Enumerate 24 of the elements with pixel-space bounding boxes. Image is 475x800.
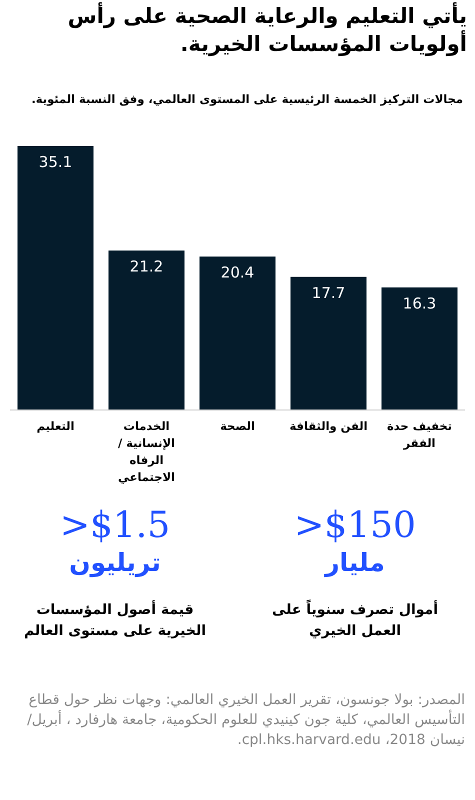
data-label: 16.3 [402,294,436,312]
text: أموال تصرف سنوياً على العمل الخيري [270,600,440,641]
text: >$150 [293,505,417,546]
bar [290,276,366,410]
data-label: 21.2 [130,258,164,276]
bar [18,146,94,410]
data-label: 20.4 [220,264,254,282]
x-tick-label: الفن والثقافة [288,418,369,435]
text: >$1.5 [58,505,172,546]
data-label: 35.1 [38,153,72,171]
bar [382,287,458,410]
text: تريليون [68,548,162,577]
x-tick-label: الخدمات الإنسانية /الرفاه الاجتماعي [116,418,176,486]
chart-title: يأتي التعليم والرعاية الصحية على رأس أولويات المؤسسات الخيرية. [66,2,467,58]
text: قيمة أصول المؤسسات الخيرية على مستوى العالم [22,600,208,641]
text: المصدر: بولا جونسون، تقرير العمل الخيري العالمي: وجهات نظر حول قطاع التأسيس العالمي، كلية جون كينيدي للعلوم الحكومية، جامعة هارفارد ، أبريل/نيسان 2018، cpl.hks.harvard.edu. [26,691,465,750]
x-tick-label: تخفيف حدة الفقر [386,418,453,452]
bar [200,256,276,410]
bar [108,250,184,410]
x-tick-label: التعليم [36,418,76,435]
text: مليار [323,548,386,577]
x-tick-label: الصحة [219,418,256,435]
chart-subtitle: مجالات التركيز الخمسة الرئيسية على المستوى العالمي، وفق النسبة المئوية. [30,92,463,106]
data-label: 17.7 [312,284,346,302]
